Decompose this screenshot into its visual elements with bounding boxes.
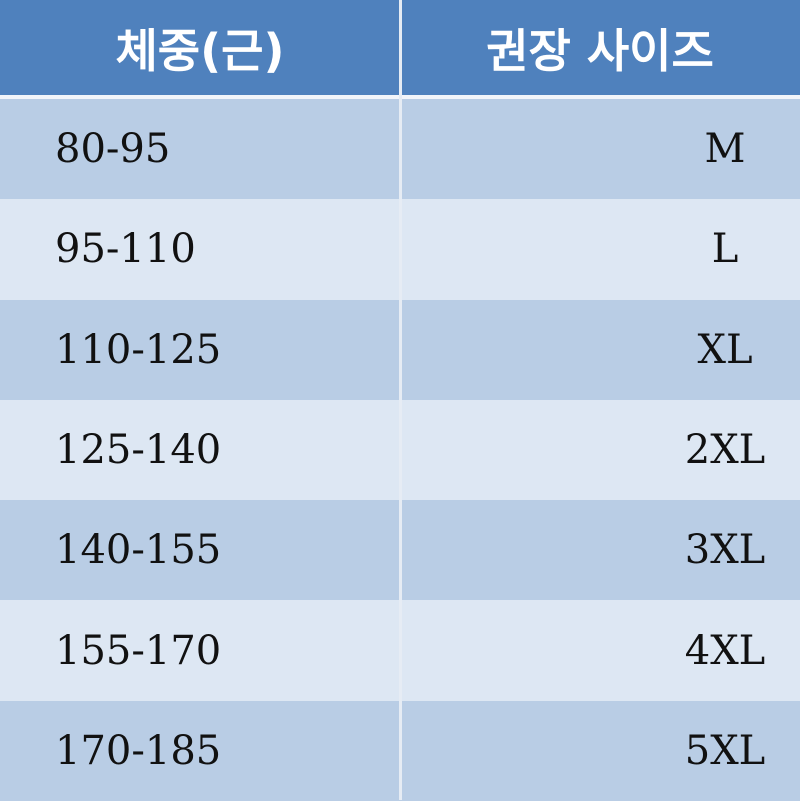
size-cell: 2XL (684, 427, 766, 474)
size-cell: XL (697, 326, 753, 373)
weight-cell: 80-95 (55, 126, 171, 173)
size-cell: L (711, 226, 739, 273)
header-weight: 체중(근) (115, 23, 285, 78)
size-cell: 4XL (684, 627, 766, 674)
weight-cell: 110-125 (55, 326, 222, 373)
weight-cell: 95-110 (55, 226, 196, 273)
size-cell: 3XL (684, 527, 766, 574)
size-cell: 5XL (684, 727, 766, 774)
weight-cell: 140-155 (55, 527, 222, 574)
column-divider (399, 0, 402, 800)
weight-cell: 170-185 (55, 727, 222, 774)
weight-cell: 155-170 (55, 627, 222, 674)
header-recommended-size: 권장 사이즈 (486, 23, 714, 78)
size-cell: M (704, 126, 746, 173)
weight-cell: 125-140 (55, 427, 222, 474)
